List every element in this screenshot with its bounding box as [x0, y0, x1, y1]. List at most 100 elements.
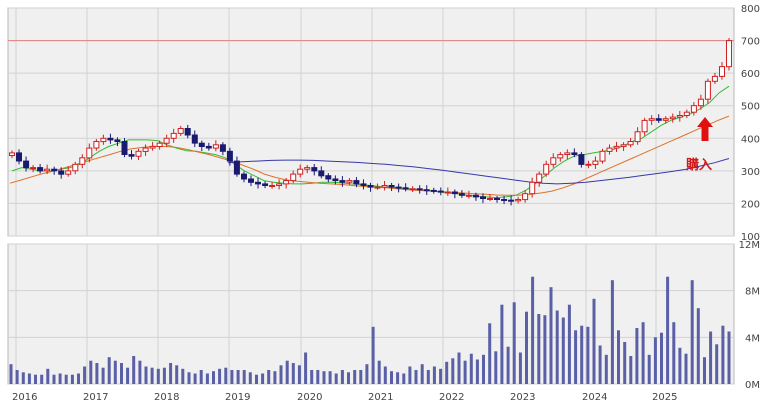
volume-bar: [610, 280, 614, 384]
candlestick: [711, 72, 718, 84]
candlestick: [592, 156, 599, 169]
volume-tick-label: 12M: [739, 240, 760, 251]
candlestick: [402, 183, 409, 192]
volume-bar: [34, 374, 37, 384]
candlestick: [332, 175, 339, 185]
volume-bar: [181, 368, 185, 384]
candlestick: [620, 142, 627, 151]
candlestick: [395, 183, 402, 193]
volume-bar: [653, 337, 657, 384]
candlestick: [726, 37, 732, 71]
volume-bar: [46, 368, 50, 384]
candlestick: [163, 134, 170, 148]
volume-bar: [647, 354, 651, 384]
volume-bar: [629, 356, 633, 384]
candlestick-layer: [9, 37, 732, 206]
volume-bar: [518, 352, 522, 384]
candlestick: [16, 149, 22, 165]
volume-bar: [255, 374, 258, 384]
candlestick: [585, 160, 592, 169]
candlestick: [311, 164, 318, 176]
volume-bar: [242, 370, 246, 384]
candlestick: [255, 177, 261, 189]
volume-bar: [506, 346, 510, 384]
volume-bar: [64, 374, 68, 384]
volume-bar: [144, 366, 148, 384]
year-tick-label: 2016: [12, 392, 37, 403]
volume-bar: [432, 366, 436, 384]
volume-bar: [463, 360, 467, 384]
volume-bar: [58, 373, 62, 384]
volume-bar: [684, 353, 688, 384]
volume-bar: [304, 352, 308, 384]
price-tick-label: 500: [741, 102, 760, 113]
volume-bar: [390, 371, 393, 384]
candlestick: [515, 196, 522, 204]
volume-bar: [420, 364, 424, 384]
volume-bar: [70, 374, 74, 384]
volume-bar: [402, 373, 406, 384]
volume-bar: [310, 370, 314, 384]
volume-bar: [291, 363, 295, 384]
volume-bar: [641, 322, 645, 384]
candlestick: [704, 78, 711, 104]
candlestick: [423, 185, 430, 195]
volume-bar: [721, 325, 725, 384]
volume-bar: [187, 372, 191, 384]
candlestick: [44, 164, 51, 175]
volume-tick-label: 0M: [745, 380, 760, 391]
volume-bar: [353, 370, 357, 384]
candlestick: [191, 130, 198, 148]
volume-bar: [445, 361, 449, 384]
candlestick: [177, 125, 184, 137]
volume-bar: [89, 360, 93, 384]
volume-bar: [334, 373, 338, 384]
volume-bar: [150, 367, 154, 384]
candlestick: [662, 116, 669, 124]
price-tick-label: 400: [741, 134, 760, 145]
candlestick: [360, 179, 367, 190]
volume-bar: [359, 370, 363, 384]
volume-bar: [672, 322, 676, 384]
candlestick: [51, 166, 58, 175]
candlestick: [599, 148, 606, 164]
volume-bar: [678, 347, 682, 384]
volume-bar: [696, 308, 700, 384]
volume-bar: [623, 342, 627, 384]
volume-bar: [107, 357, 111, 384]
candlestick: [353, 177, 360, 188]
candlestick: [79, 154, 86, 169]
candlestick: [388, 182, 395, 192]
candlestick: [522, 190, 529, 203]
volume-bar: [224, 367, 228, 384]
volume-bar: [138, 360, 142, 384]
volume-bar: [709, 331, 713, 384]
volume-bar: [531, 276, 535, 384]
candlestick: [339, 176, 346, 187]
volume-bar: [469, 353, 473, 384]
candlestick: [374, 183, 381, 190]
candlestick: [529, 177, 536, 198]
volume-bar: [199, 370, 203, 384]
year-tick-label: 2024: [582, 392, 607, 403]
volume-bar: [83, 366, 87, 384]
volume-bar: [574, 330, 578, 384]
volume-bar: [236, 370, 240, 384]
price-tick-label: 700: [741, 37, 760, 48]
candlestick: [30, 164, 37, 173]
volume-bar: [9, 364, 13, 384]
candlestick: [627, 137, 634, 148]
year-tick-label: 2018: [154, 392, 179, 403]
candlestick: [480, 193, 486, 204]
candlestick: [241, 171, 247, 183]
candlestick: [641, 117, 648, 136]
volume-bar: [52, 374, 56, 384]
candlestick: [58, 167, 65, 179]
volume-bar: [715, 344, 719, 384]
candlestick: [437, 187, 444, 196]
buy-annotation: 購入: [685, 117, 713, 173]
candlestick: [634, 127, 641, 145]
volume-bar: [690, 280, 694, 384]
candlestick: [149, 141, 156, 151]
